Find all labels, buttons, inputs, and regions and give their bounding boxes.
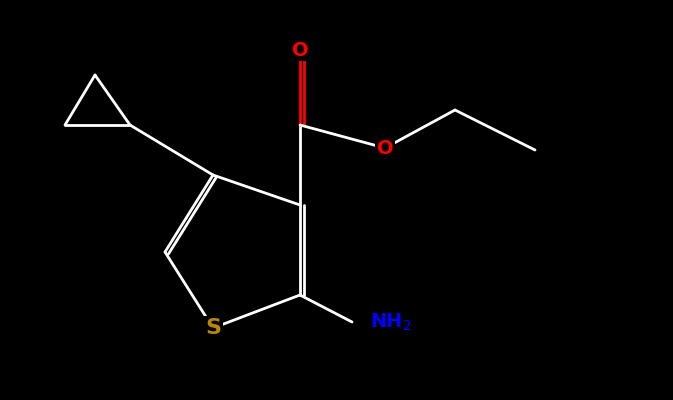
Text: O: O (377, 138, 393, 158)
Text: O: O (291, 40, 308, 60)
Text: NH$_2$: NH$_2$ (370, 311, 412, 333)
Text: S: S (205, 318, 221, 338)
